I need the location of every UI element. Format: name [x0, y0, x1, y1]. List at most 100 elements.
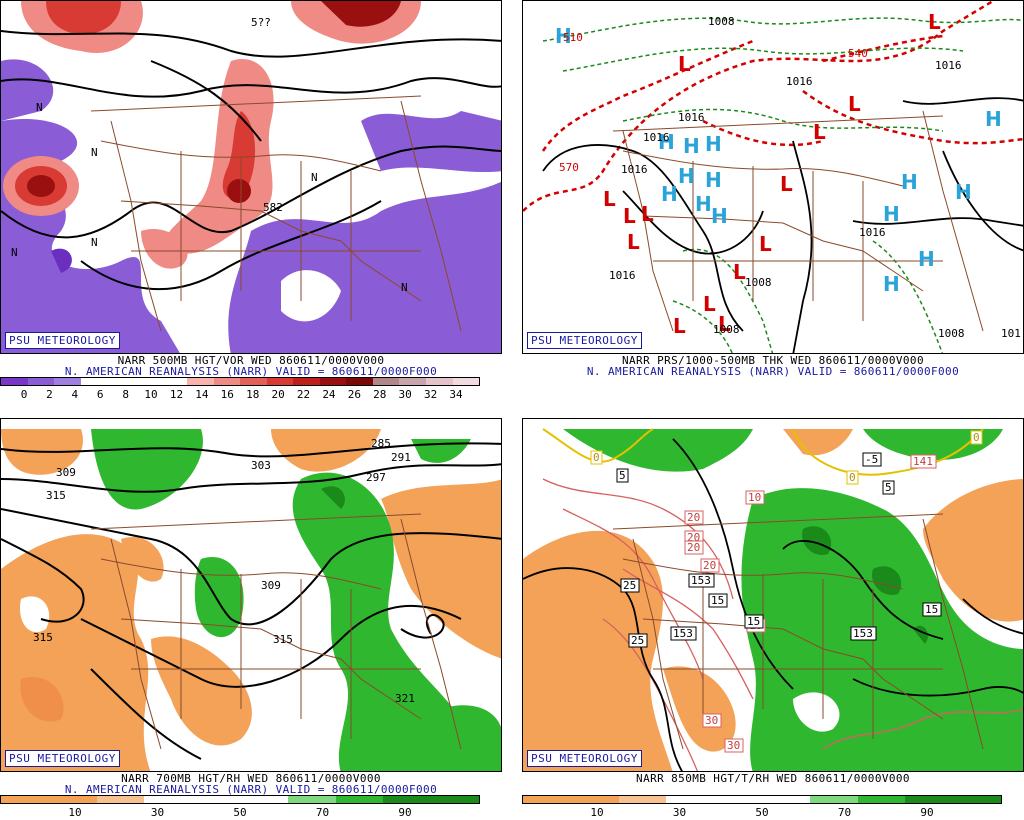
- colorbar-segment: [186, 378, 214, 385]
- colorbar-tick-label: 24: [322, 388, 336, 401]
- colorbar-tick-label: 90: [920, 806, 934, 819]
- svg-text:H: H: [555, 24, 572, 48]
- svg-text:H: H: [985, 107, 1002, 131]
- colorbar: [0, 795, 480, 804]
- colorbar-segment: [54, 378, 81, 385]
- isotherm-label: 25: [623, 579, 636, 592]
- isobar-label-6: 1016: [609, 269, 636, 282]
- map-pressure-canvas: H H H H H H H H H H H H H H H L: [523, 1, 1023, 353]
- svg-text:H: H: [711, 204, 728, 228]
- panel-title: NARR PRS/1000-500MB THK WED 860611/0000V…: [622, 354, 924, 367]
- isotherm-label: 25: [631, 634, 644, 647]
- svg-text:H: H: [918, 247, 935, 271]
- svg-text:H: H: [955, 180, 972, 204]
- height-label-9: 285: [371, 437, 391, 450]
- colorbar-segment: [523, 796, 571, 803]
- colorbar-segment: [80, 378, 108, 385]
- svg-text:H: H: [705, 168, 722, 192]
- panel-sea-level-pressure: H H H H H H H H H H H H H H H L: [522, 0, 1024, 402]
- map-500mb-canvas: 5?? 582 N N N N N N: [1, 1, 501, 353]
- colorbar-ticks: 0 2 4 6 8 10 12 14 16 18 20 22 24 26 28 30 32 34: [0, 388, 480, 402]
- isobar-label-7: 1008: [745, 276, 772, 289]
- colorbar-tick-label: 30: [150, 806, 165, 819]
- isotherm-box-labels: 0005-55102020202015101525251515315315330…: [590, 430, 983, 753]
- colorbar-segment: [1, 378, 28, 385]
- colorbar-segment: [160, 378, 187, 385]
- thickness-label-2: 540: [848, 47, 868, 60]
- colorbar-segment: [570, 796, 619, 803]
- colorbar-segment: [618, 796, 667, 803]
- colorbar-segment: [96, 796, 145, 803]
- svg-text:H: H: [683, 134, 700, 158]
- psu-badge: PSU METEOROLOGY: [5, 332, 120, 349]
- colorbar-segment: [1, 796, 49, 803]
- label-box: [744, 614, 764, 629]
- map-700mb-canvas: 309 315 315 309 315 303 297 291 285 321: [1, 419, 501, 771]
- svg-text:L: L: [759, 232, 772, 256]
- thickness-label-3: 510: [563, 31, 583, 44]
- colorbar-segment: [383, 796, 432, 803]
- svg-text:H: H: [901, 170, 918, 194]
- panel-subtitle: N. AMERICAN REANALYSIS (NARR) VALID = 86…: [586, 365, 960, 378]
- colorbar-segment: [714, 796, 762, 803]
- isotherm-label: 153: [673, 627, 693, 640]
- psu-badge: PSU METEOROLOGY: [527, 750, 642, 767]
- panel-title: NARR 850MB HGT/T/RH WED 860611/0000V000: [636, 772, 910, 785]
- colorbar-tick-label: 8: [122, 388, 129, 401]
- label-box: [702, 713, 722, 728]
- isotherm-label: -5: [865, 453, 878, 466]
- svg-text:L: L: [848, 92, 861, 116]
- isotherm-label: 141: [913, 455, 933, 468]
- height-label-8: 291: [391, 451, 411, 464]
- colorbar-tick-label: 90: [398, 806, 412, 819]
- colorbar-segment: [239, 796, 288, 803]
- svg-text:H: H: [705, 132, 722, 156]
- colorbar-segment: [431, 796, 479, 803]
- label-box: [850, 626, 877, 641]
- label-box: [922, 602, 942, 617]
- label-box: [910, 454, 937, 469]
- colorbar-tick-label: 30: [398, 388, 412, 401]
- svg-text:L: L: [673, 314, 686, 338]
- isobar-label-11: 1008: [938, 327, 965, 340]
- colorbar-segment: [107, 378, 134, 385]
- colorbar-tick-label: 0: [20, 388, 28, 401]
- map-pressure-thickness: H H H H H H H H H H H H H H H L: [522, 0, 1024, 354]
- height-label-7: 297: [366, 471, 386, 484]
- label-box: [684, 540, 704, 555]
- colorbar-tick-label: 12: [169, 388, 184, 401]
- colorbar-segment: [399, 378, 426, 385]
- colorbar-segment: [266, 378, 294, 385]
- colorbar-tick-label: 50: [755, 806, 769, 819]
- colorbar-tick-label: 2: [46, 388, 53, 401]
- panel-500mb-vorticity: 5?? 582 N N N N N N PSU METEOROLOGY NARR…: [0, 0, 502, 402]
- label-box: [862, 452, 882, 467]
- isotherm-label: 20: [687, 511, 700, 524]
- colorbar-segment: [48, 796, 97, 803]
- height-label-2: 315: [46, 489, 66, 502]
- colorbar-segment: [346, 378, 373, 385]
- isotherm-label: 153: [691, 574, 711, 587]
- colorbar-tick-label: 70: [837, 806, 852, 819]
- label-box: [970, 430, 983, 445]
- colorbar-tick-label: 16: [220, 388, 234, 401]
- n-label-6: N: [91, 146, 98, 159]
- colorbar-segment: [953, 796, 1001, 803]
- height-label-6: 303: [251, 459, 271, 472]
- map-850mb: 0005-55102020202015101525251515315315330…: [522, 418, 1024, 772]
- thickness-label-1: 570: [559, 161, 579, 174]
- colorbar-tick-label: 22: [296, 388, 311, 401]
- svg-text:H: H: [661, 182, 678, 206]
- panel-subtitle: N. AMERICAN REANALYSIS (NARR) VALID = 86…: [64, 365, 438, 378]
- contour-label-1: 5??: [251, 16, 271, 29]
- map-700mb: 309 315 315 309 315 303 297 291 285 321 …: [0, 418, 502, 772]
- isobar-label-3: 1016: [678, 111, 705, 124]
- height-label-10: 321: [395, 692, 415, 705]
- colorbar-tick-label: 32: [423, 388, 438, 401]
- high-pressure-markers: H H H H H H H H H H H H H H H: [555, 24, 1002, 296]
- colorbar-tick-label: 10: [68, 806, 82, 819]
- colorbar-segment: [426, 378, 453, 385]
- psu-badge: PSU METEOROLOGY: [527, 332, 642, 349]
- map-850mb-canvas: 0005-55102020202015101525251515315315330…: [523, 419, 1023, 771]
- isotherm-label: 20: [687, 541, 700, 554]
